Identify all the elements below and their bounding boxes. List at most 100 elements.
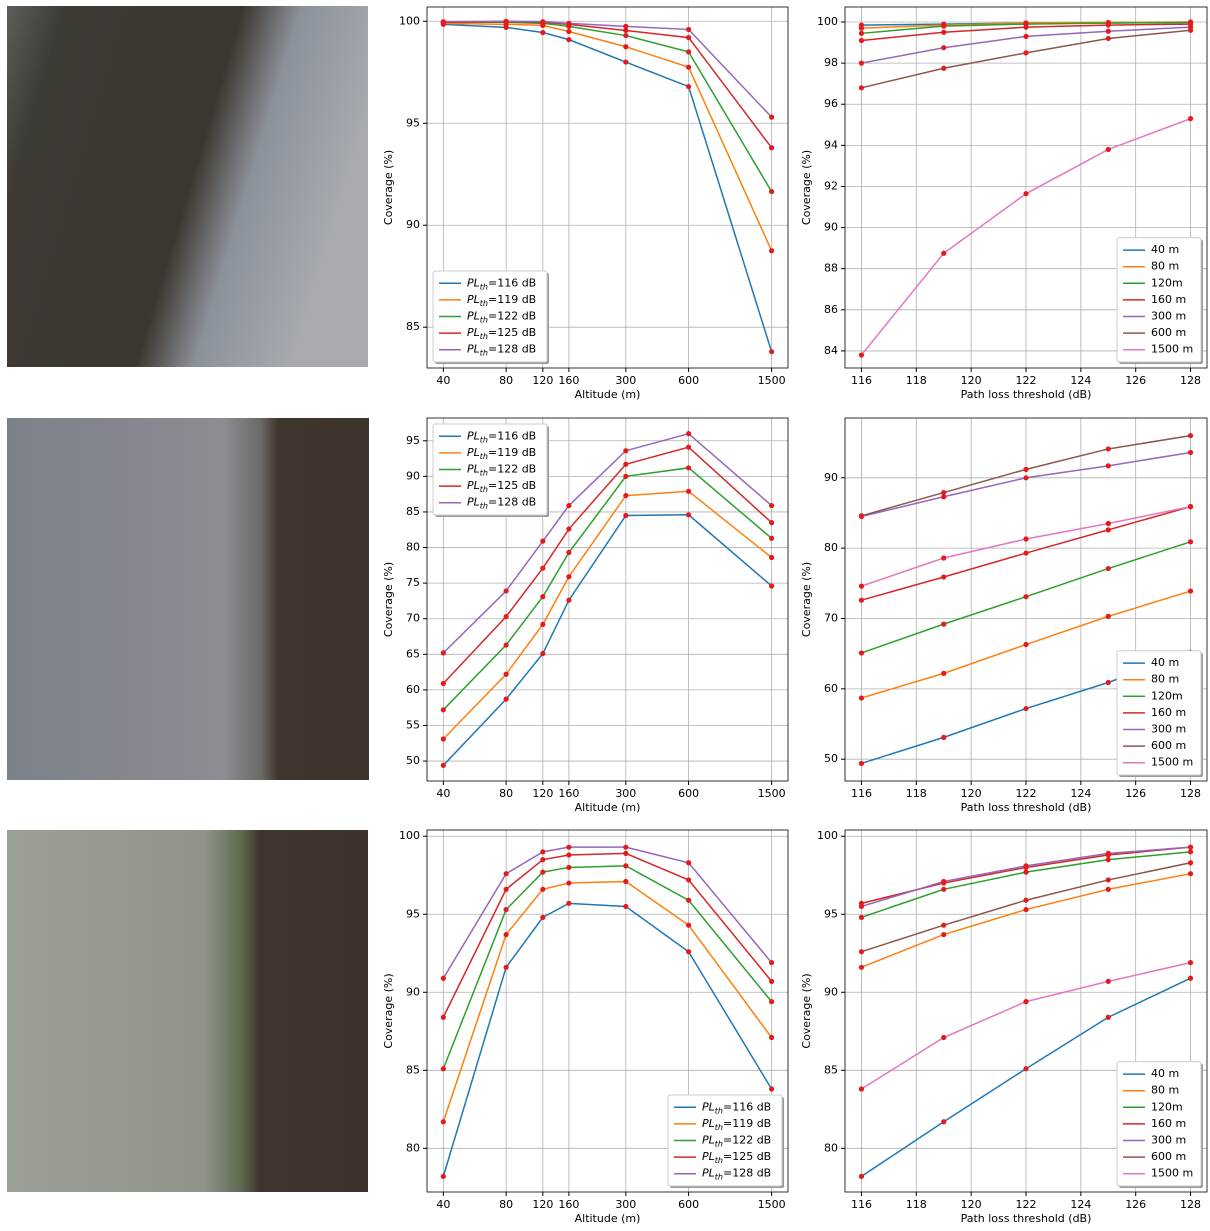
- data-point: [1187, 116, 1194, 122]
- legend-label: PLth=119 dB: [702, 1117, 771, 1132]
- data-point: [858, 60, 865, 66]
- data-point: [1023, 999, 1029, 1005]
- x-tick-label: 122: [1016, 1198, 1037, 1211]
- legend-box: [1116, 237, 1202, 363]
- data-point: [623, 844, 629, 850]
- data-point: [941, 489, 947, 496]
- data-point: [768, 188, 775, 195]
- data-point: [1105, 22, 1111, 28]
- y-axis-label: Coverage (%): [800, 562, 813, 637]
- data-point: [685, 949, 692, 955]
- data-point: [858, 1173, 865, 1179]
- data-point: [1105, 565, 1111, 572]
- legend-label: PLth=116 dB: [467, 276, 536, 291]
- data-point: [941, 494, 947, 500]
- chart: 85 90 95 100 40 80 120 160 300 600 1500 Altitude (m…: [382, 6, 789, 401]
- chart: 80 85 90 95 100 40 80 120 160 300 600 1500 Altitude …: [382, 829, 789, 1225]
- data-point: [623, 878, 629, 885]
- data-point: [623, 473, 629, 479]
- data-point: [440, 1173, 446, 1179]
- data-point: [941, 250, 947, 256]
- data-point: [685, 860, 692, 866]
- data-point: [1105, 35, 1111, 42]
- x-tick-label: 80: [499, 787, 513, 800]
- data-point: [440, 650, 446, 656]
- legend-label: PLth=116 dB: [702, 1100, 771, 1115]
- data-point: [941, 1119, 947, 1125]
- x-tick-label: 124: [1070, 374, 1091, 387]
- x-tick-label: 128: [1180, 1198, 1201, 1211]
- data-point: [566, 37, 572, 43]
- x-axis-label: Path loss threshold (dB): [961, 1212, 1092, 1225]
- x-tick-label: 120: [961, 787, 982, 800]
- satellite-image: [7, 830, 368, 1192]
- y-tick-label: 84: [824, 344, 838, 357]
- data-point: [440, 762, 446, 768]
- data-point: [941, 886, 947, 892]
- data-point: [1187, 844, 1194, 850]
- data-point: [540, 538, 546, 544]
- satellite-image: [7, 418, 369, 780]
- data-point: [623, 903, 629, 910]
- data-point: [1023, 1066, 1029, 1072]
- data-point: [768, 535, 775, 541]
- legend-label: 80 m: [1151, 673, 1179, 686]
- plot-frame: [426, 829, 789, 1193]
- legend-label: PLth=116 dB: [467, 429, 536, 444]
- data-point: [440, 1066, 446, 1072]
- x-tick-label: 600: [678, 1198, 699, 1211]
- y-axis-label: Coverage (%): [382, 973, 395, 1048]
- data-point: [566, 549, 572, 556]
- data-point: [685, 897, 692, 903]
- data-point: [566, 597, 572, 603]
- data-point: [1187, 449, 1194, 456]
- x-tick-label: 80: [499, 374, 513, 387]
- y-tick-label: 60: [824, 682, 838, 695]
- legend-label: PLth=119 dB: [467, 293, 536, 308]
- data-point: [503, 18, 509, 24]
- data-point: [1023, 24, 1029, 30]
- data-point: [540, 849, 546, 855]
- x-tick-label: 122: [1016, 787, 1037, 800]
- x-tick-label: 300: [615, 374, 636, 387]
- y-tick-label: 90: [406, 218, 420, 231]
- data-point: [1023, 475, 1029, 481]
- data-point: [503, 871, 509, 877]
- data-point: [503, 671, 509, 677]
- data-point: [858, 760, 865, 767]
- data-point: [566, 864, 572, 871]
- data-point: [540, 29, 546, 36]
- data-point: [768, 960, 775, 966]
- legend-box: [667, 1094, 783, 1187]
- x-tick-label: 1500: [758, 787, 786, 800]
- data-point: [685, 34, 692, 41]
- y-tick-label: 50: [824, 752, 838, 765]
- data-point: [685, 49, 692, 55]
- data-point: [440, 707, 446, 713]
- data-point: [540, 914, 546, 920]
- legend-box: [432, 270, 548, 363]
- data-point: [768, 978, 775, 984]
- chart: 84 86 88 90 92 94 96 98 100 116 118 120 122 124 126 128…: [800, 6, 1208, 401]
- data-point: [941, 574, 947, 580]
- data-point: [1023, 50, 1029, 56]
- data-point: [540, 869, 546, 875]
- data-point: [623, 448, 629, 454]
- y-tick-label: 70: [824, 611, 838, 624]
- x-tick-label: 128: [1180, 374, 1201, 387]
- data-point: [685, 26, 692, 33]
- data-point: [1105, 28, 1111, 34]
- data-point: [768, 248, 775, 254]
- x-tick-label: 124: [1070, 787, 1091, 800]
- legend-label: 160 m: [1151, 293, 1186, 306]
- data-point: [941, 734, 947, 740]
- data-point: [1105, 978, 1111, 984]
- y-tick-label: 95: [406, 434, 420, 447]
- y-tick-label: 60: [406, 683, 420, 696]
- legend-label: 300 m: [1151, 310, 1186, 323]
- data-point: [440, 19, 446, 25]
- data-point: [503, 696, 509, 702]
- data-point: [566, 880, 572, 886]
- y-tick-label: 90: [406, 985, 420, 998]
- data-point: [540, 594, 546, 600]
